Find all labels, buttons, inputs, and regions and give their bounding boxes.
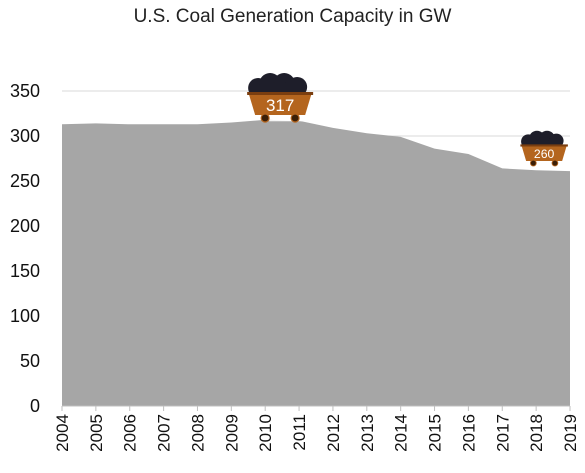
y-tick-label: 0 — [30, 396, 40, 416]
x-tick-label: 2012 — [324, 414, 343, 452]
x-tick-label: 2004 — [53, 414, 72, 452]
cart-wheel — [530, 159, 537, 167]
x-tick-label: 2014 — [392, 414, 411, 452]
chart-title: U.S. Coal Generation Capacity in GW — [133, 6, 452, 27]
area-fill — [62, 119, 570, 407]
x-tick-label: 2017 — [493, 414, 512, 452]
cart-rim — [247, 92, 314, 95]
axes — [61, 405, 571, 411]
cart-value-label: 317 — [266, 96, 294, 115]
y-tick-label: 200 — [10, 216, 40, 236]
y-tick-labels: 0 50 100 150 200 250 300 350 — [10, 81, 40, 416]
x-tick-label: 2016 — [459, 414, 478, 452]
x-tick-label: 2013 — [358, 414, 377, 452]
cart-wheel — [260, 113, 270, 123]
x-tick-label: 2011 — [290, 414, 309, 451]
x-tick-labels: 2004 2005 2006 2007 2008 2009 2010 2011 2012 2013… — [53, 414, 580, 452]
coal-cart-icon: 260 — [520, 130, 568, 167]
cart-rim — [520, 144, 568, 147]
x-tick-label: 2007 — [155, 414, 174, 452]
coal-cart-icon: 317 — [247, 73, 314, 123]
x-tick-label: 2008 — [188, 414, 207, 452]
y-tick-label: 100 — [10, 306, 40, 326]
cart-value-label: 260 — [534, 147, 555, 161]
x-tick-label: 2005 — [87, 414, 106, 452]
x-tick-label: 2009 — [222, 414, 241, 452]
cart-body — [521, 146, 567, 161]
y-tick-label: 250 — [10, 171, 40, 191]
x-tick-label: 2018 — [527, 414, 546, 452]
cart-wheel — [551, 159, 559, 167]
x-tick-label: 2010 — [256, 414, 275, 452]
x-tick-label: 2019 — [561, 414, 580, 452]
y-tick-label: 150 — [10, 261, 40, 281]
annotations: 317 260 — [247, 73, 568, 167]
x-tick-label: 2015 — [426, 414, 445, 452]
y-tick-label: 350 — [10, 81, 40, 101]
area-series — [62, 119, 570, 407]
y-tick-label: 300 — [10, 126, 40, 146]
y-tick-label: 50 — [20, 351, 40, 371]
cart-wheel — [290, 113, 300, 123]
cart-body — [249, 95, 312, 115]
x-tick-label: 2006 — [121, 414, 140, 452]
